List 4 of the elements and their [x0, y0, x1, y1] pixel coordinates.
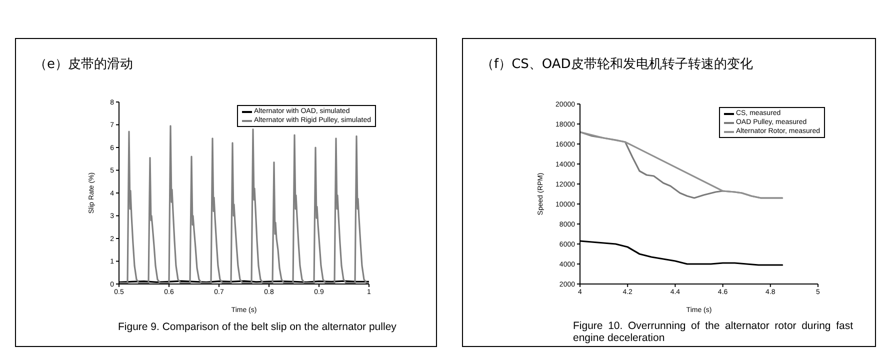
- chart-title: （e）皮带的滑动: [34, 56, 133, 73]
- caption: Figure 10. Overrunning of the alternator rotor during fast engine deceleration: [573, 320, 853, 344]
- caption: Figure 9. Comparison of the belt slip on the alternator pulley: [118, 321, 398, 333]
- chart-title: （f）CS、OAD皮带轮和发电机转子转速的变化: [481, 56, 753, 73]
